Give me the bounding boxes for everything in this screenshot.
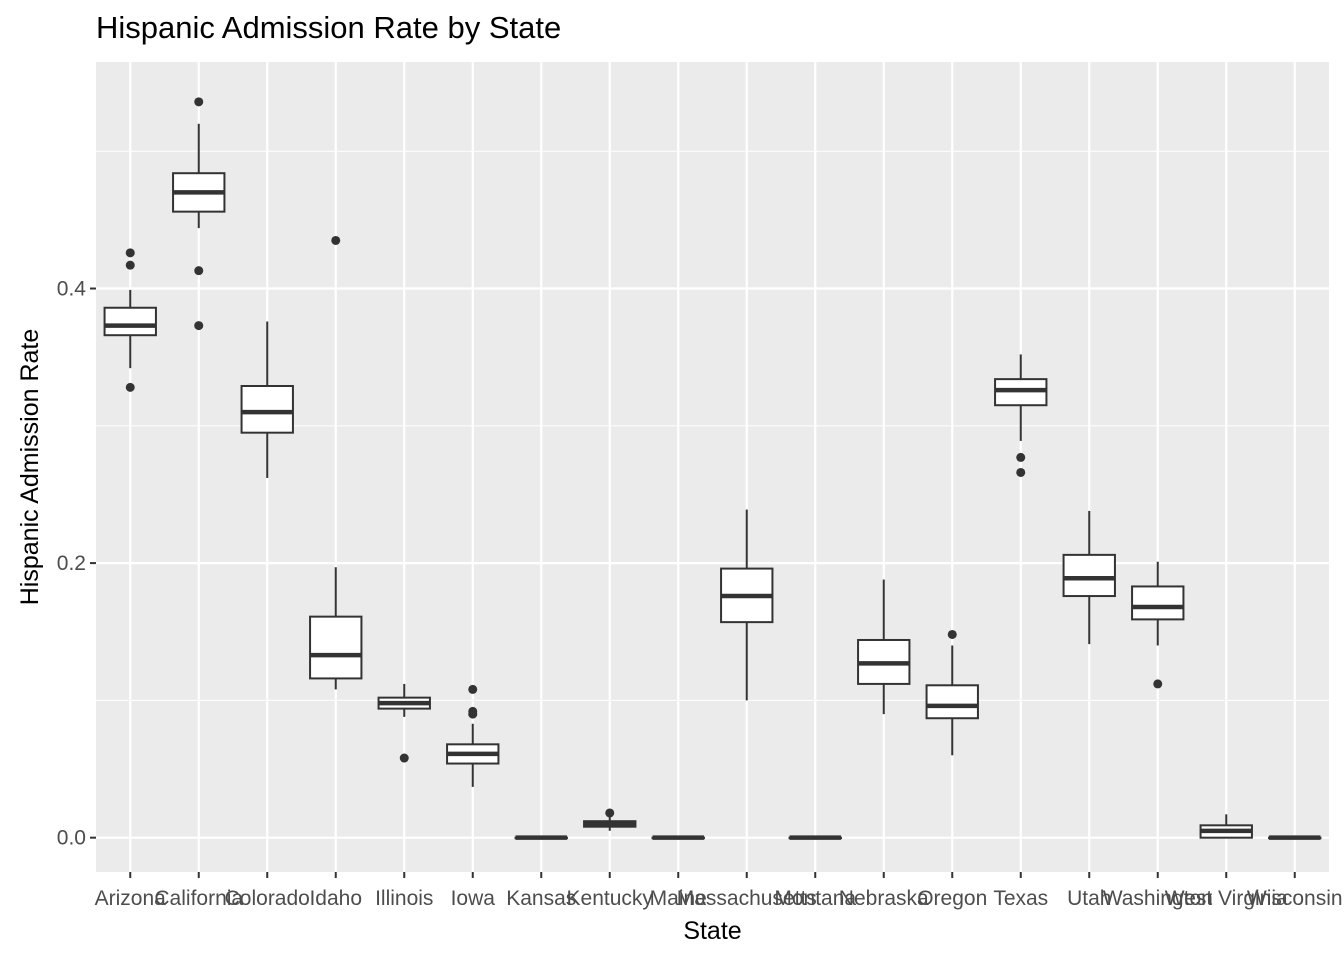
x-tick-label: West Virginia: [1165, 887, 1288, 910]
box-iqr: [240, 385, 294, 434]
x-axis-title: State: [683, 917, 741, 945]
x-tick-label: Illinois: [375, 887, 433, 910]
box-kentucky: [583, 808, 637, 831]
box-iqr: [103, 306, 157, 337]
box-iowa: [446, 684, 500, 787]
box-arizona: [103, 248, 157, 392]
x-tick-label: Utah: [1067, 887, 1111, 910]
outlier-point: [399, 753, 409, 763]
x-tick-label: Iowa: [451, 887, 496, 910]
x-tick-label: Kansas: [506, 887, 576, 910]
outlier-point: [947, 629, 957, 639]
x-tick-label: Montana: [774, 887, 856, 910]
box-west-virginia: [1199, 814, 1253, 839]
y-tick-label: 0.2: [57, 552, 86, 575]
y-tick-label: 0.4: [57, 278, 87, 301]
box-washington: [1131, 561, 1185, 689]
plot-panel: [96, 62, 1329, 872]
x-tick-label: California: [154, 887, 243, 910]
chart-title: Hispanic Admission Rate by State: [96, 10, 562, 45]
box-texas: [994, 354, 1048, 477]
box-nebraska: [857, 579, 911, 715]
x-tick-label: Oregon: [917, 887, 987, 910]
outlier-point: [194, 266, 204, 276]
box-marks: [103, 97, 1322, 840]
x-tick-label: Massachusetts: [677, 887, 817, 910]
x-tick-label: Washington: [1103, 887, 1213, 910]
outlier-point: [331, 235, 341, 245]
x-tick-label: Texas: [993, 887, 1048, 910]
outlier-point: [194, 97, 204, 107]
box-iqr: [1062, 553, 1116, 598]
outlier-point: [125, 248, 135, 258]
box-oregon: [925, 629, 979, 756]
outlier-point: [1016, 467, 1026, 477]
x-tick-label: Maine: [650, 887, 707, 910]
y-axis: 0.0 0.2 0.4: [57, 278, 96, 850]
box-iqr: [1131, 585, 1185, 621]
y-tick-label: 0.0: [57, 827, 86, 850]
outlier-point: [468, 706, 478, 716]
box-colorado: [240, 321, 294, 478]
box-maine: [651, 835, 705, 840]
box-iqr: [925, 684, 979, 720]
x-tick-label: Kentucky: [567, 887, 654, 910]
outlier-point: [605, 808, 615, 818]
box-california: [172, 97, 226, 331]
y-axis-title: Hispanic Admission Rate: [16, 329, 44, 606]
box-utah: [1062, 510, 1116, 645]
box-massachusetts: [720, 509, 774, 701]
box-wisconsin: [1268, 835, 1322, 840]
outlier-point: [125, 382, 135, 392]
outlier-point: [468, 684, 478, 694]
outlier-point: [125, 260, 135, 270]
outlier-point: [194, 321, 204, 331]
box-illinois: [377, 683, 431, 763]
x-tick-label: Idaho: [309, 887, 362, 910]
x-tick-label: Colorado: [225, 887, 310, 910]
outlier-point: [1153, 679, 1163, 689]
box-kansas: [514, 835, 568, 840]
outlier-point: [1016, 452, 1026, 462]
box-iqr: [309, 615, 363, 680]
x-tick-label: Arizona: [95, 887, 167, 910]
box-idaho: [309, 235, 363, 690]
box-montana: [788, 835, 842, 840]
x-tick-label: Nebraska: [839, 887, 929, 910]
x-tick-label: Wisconsin: [1247, 887, 1343, 910]
